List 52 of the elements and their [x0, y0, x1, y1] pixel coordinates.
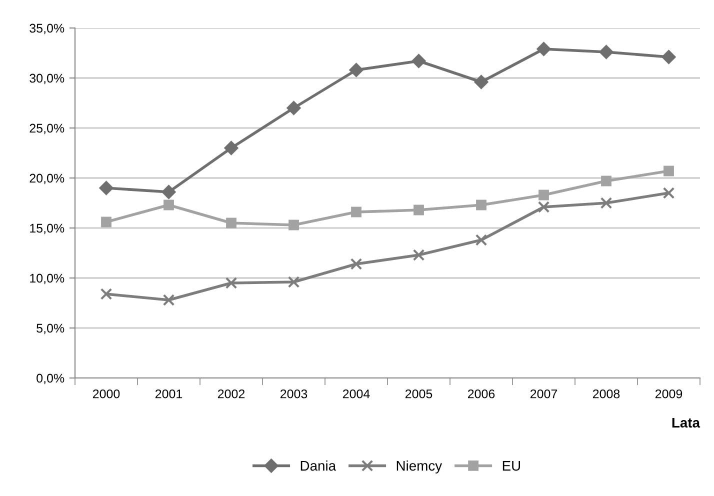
- y-tick-label: 0,0%: [36, 374, 64, 384]
- x-tick-label: 2000: [92, 389, 120, 398]
- x-tick-label: 2006: [468, 389, 495, 398]
- x-axis-title: Lata: [672, 418, 700, 428]
- point: [288, 276, 300, 288]
- y-tick-label: 30,0%: [30, 74, 64, 84]
- legend-label: Niemcy: [396, 460, 442, 474]
- y-tick-label: 5,0%: [36, 324, 64, 334]
- point: [224, 141, 238, 155]
- point: [600, 197, 612, 209]
- x-tick-label: 2004: [342, 389, 370, 398]
- point: [538, 190, 549, 200]
- point: [162, 294, 175, 306]
- point: [225, 277, 238, 289]
- point: [164, 200, 174, 210]
- x-tick-label: 2009: [655, 389, 682, 398]
- point: [601, 176, 612, 186]
- y-tick-label: 25,0%: [30, 124, 64, 134]
- y-tick-label: 15,0%: [30, 224, 64, 234]
- x-tick-label: 2007: [530, 389, 558, 398]
- point: [99, 181, 114, 195]
- legend-label: Dania: [300, 460, 336, 471]
- point: [476, 200, 486, 210]
- point: [536, 42, 551, 56]
- point: [349, 63, 364, 77]
- point: [662, 50, 676, 64]
- point: [599, 45, 614, 59]
- point: [162, 185, 176, 199]
- point: [286, 101, 301, 115]
- y-tick-label: 35,0%: [30, 24, 64, 34]
- point: [350, 258, 362, 270]
- point: [351, 206, 362, 218]
- point: [414, 204, 424, 216]
- point: [101, 216, 112, 228]
- legend-label: EU: [502, 461, 520, 471]
- point: [538, 201, 550, 213]
- x-tick-label: 2003: [280, 389, 308, 398]
- x-tick-label: 2001: [155, 389, 182, 398]
- point: [288, 220, 299, 230]
- point: [100, 288, 112, 300]
- point: [412, 54, 426, 68]
- point: [662, 187, 675, 199]
- point: [226, 218, 236, 228]
- x-tick-label: 2005: [405, 389, 432, 398]
- point: [664, 166, 674, 176]
- point: [475, 234, 488, 246]
- x-tick-label: 2002: [218, 389, 245, 398]
- point: [474, 75, 488, 89]
- x-tick-label: 2008: [592, 389, 620, 398]
- y-tick-label: 20,0%: [30, 174, 64, 184]
- y-tick-label: 10,0%: [30, 274, 64, 284]
- point: [412, 249, 425, 261]
